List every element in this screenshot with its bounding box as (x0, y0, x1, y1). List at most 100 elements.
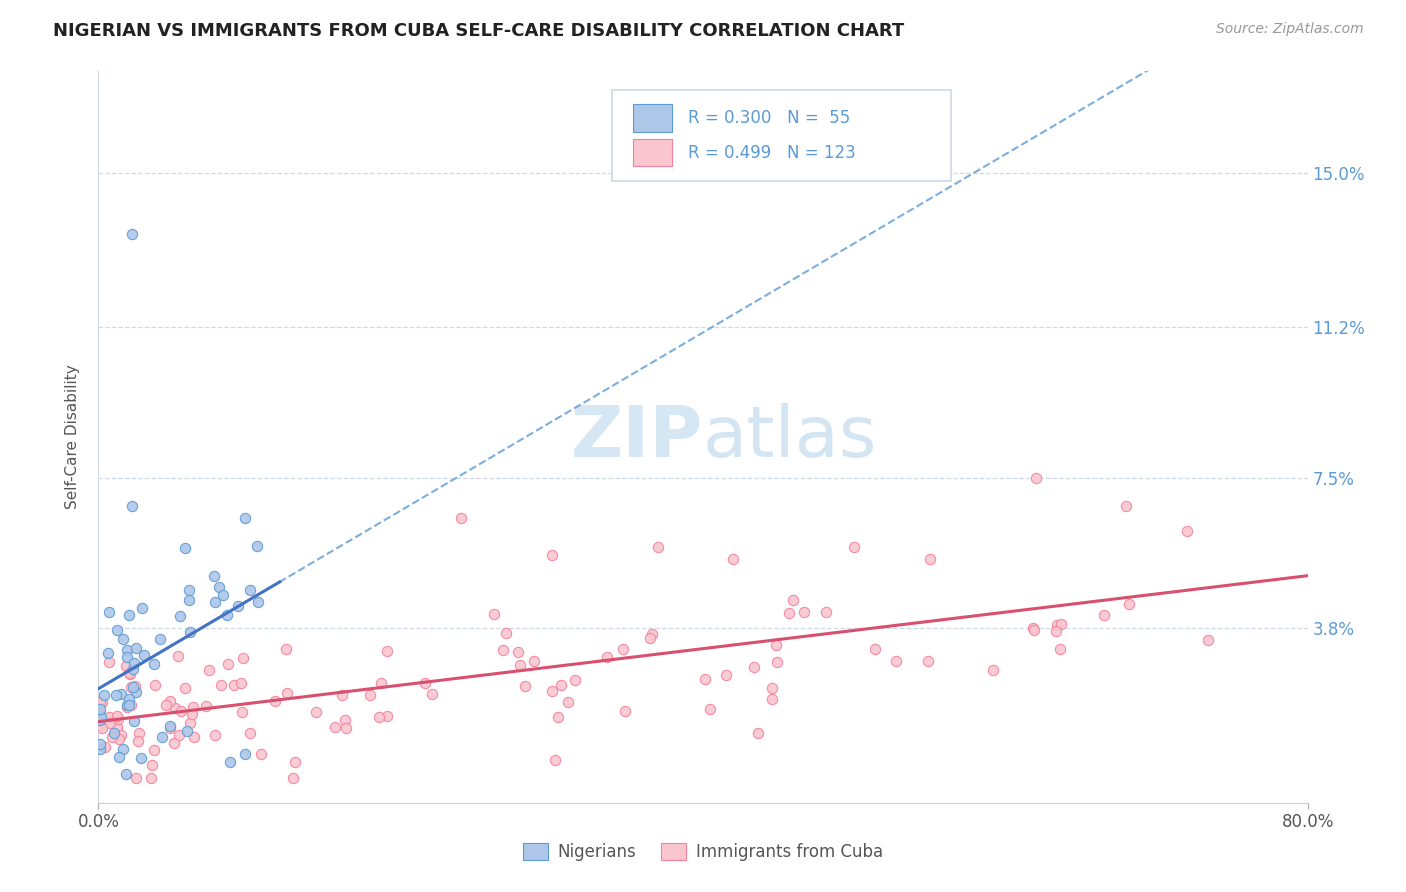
Text: atlas: atlas (703, 402, 877, 472)
Point (917, 654, 939, 668)
Point (167, 728, 190, 742)
Point (118, 692, 141, 706)
Point (183, 731, 205, 745)
Point (323, 719, 346, 733)
Point (90, 721, 112, 735)
Point (647, 540, 669, 554)
Point (276, 685, 298, 699)
Point (128, 726, 150, 740)
Point (120, 698, 142, 712)
Point (226, 599, 249, 613)
Point (145, 678, 167, 692)
Point (761, 681, 783, 696)
Point (375, 643, 398, 657)
Point (544, 753, 567, 767)
Point (169, 609, 191, 624)
Point (179, 625, 201, 640)
Point (118, 607, 141, 622)
Point (93, 688, 115, 702)
Point (716, 667, 738, 681)
Point (1022, 621, 1045, 635)
Point (209, 678, 232, 692)
Point (1050, 617, 1073, 632)
Point (596, 650, 619, 665)
Point (179, 593, 201, 607)
Point (122, 714, 145, 728)
Point (118, 666, 141, 681)
Point (89, 713, 111, 727)
Point (107, 712, 129, 726)
Point (97, 710, 120, 724)
Point (219, 755, 242, 769)
Point (523, 654, 546, 668)
Point (98, 605, 121, 619)
Point (139, 772, 162, 786)
Point (1046, 617, 1069, 632)
Bar (633, 138, 672, 167)
Point (370, 676, 392, 690)
Point (778, 607, 800, 621)
Point (124, 679, 146, 693)
Point (742, 660, 765, 674)
Point (121, 680, 143, 694)
Point (274, 641, 297, 656)
Point (93, 739, 115, 754)
Point (143, 742, 166, 756)
Point (121, 227, 143, 241)
Point (482, 607, 505, 622)
Point (550, 678, 572, 692)
Point (115, 700, 138, 714)
Point (1024, 471, 1046, 485)
Point (492, 643, 515, 657)
Point (108, 732, 131, 747)
Point (281, 771, 304, 785)
Point (747, 726, 769, 740)
Text: Source: ZipAtlas.com: Source: ZipAtlas.com (1216, 22, 1364, 37)
Point (638, 631, 661, 645)
Point (125, 684, 148, 698)
Point (239, 583, 262, 598)
Point (359, 688, 381, 702)
Point (143, 657, 166, 672)
Point (114, 659, 136, 673)
Point (179, 583, 201, 598)
Point (367, 710, 389, 724)
Point (420, 687, 443, 701)
Point (112, 632, 135, 646)
Point (150, 730, 173, 744)
Point (1118, 597, 1140, 611)
Point (89, 694, 111, 708)
Text: R = 0.300   N =  55: R = 0.300 N = 55 (689, 109, 851, 128)
Point (105, 708, 128, 723)
Point (1049, 642, 1071, 657)
Point (181, 699, 204, 714)
Point (197, 664, 219, 678)
Y-axis label: Self-Care Disability: Self-Care Disability (65, 365, 80, 509)
Text: R = 0.499   N = 123: R = 0.499 N = 123 (689, 144, 856, 161)
Point (204, 569, 226, 583)
Point (509, 657, 531, 672)
Point (120, 680, 142, 694)
Point (101, 731, 124, 745)
Point (89, 738, 111, 752)
Point (159, 694, 181, 708)
Point (170, 705, 193, 719)
Point (233, 747, 256, 761)
Point (246, 540, 269, 554)
Point (614, 704, 637, 718)
Point (793, 606, 815, 620)
Point (90, 710, 112, 724)
Point (612, 642, 634, 657)
Point (335, 721, 357, 735)
Text: NIGERIAN VS IMMIGRANTS FROM CUBA SELF-CARE DISABILITY CORRELATION CHART: NIGERIAN VS IMMIGRANTS FROM CUBA SELF-CA… (53, 22, 904, 40)
Point (98, 655, 121, 669)
Point (981, 663, 1004, 677)
Text: ZIP: ZIP (571, 402, 703, 472)
Point (1197, 632, 1219, 647)
Point (1092, 608, 1115, 623)
Point (118, 698, 141, 712)
Point (97, 647, 120, 661)
Point (766, 655, 789, 669)
Point (117, 650, 139, 665)
Point (765, 638, 787, 652)
